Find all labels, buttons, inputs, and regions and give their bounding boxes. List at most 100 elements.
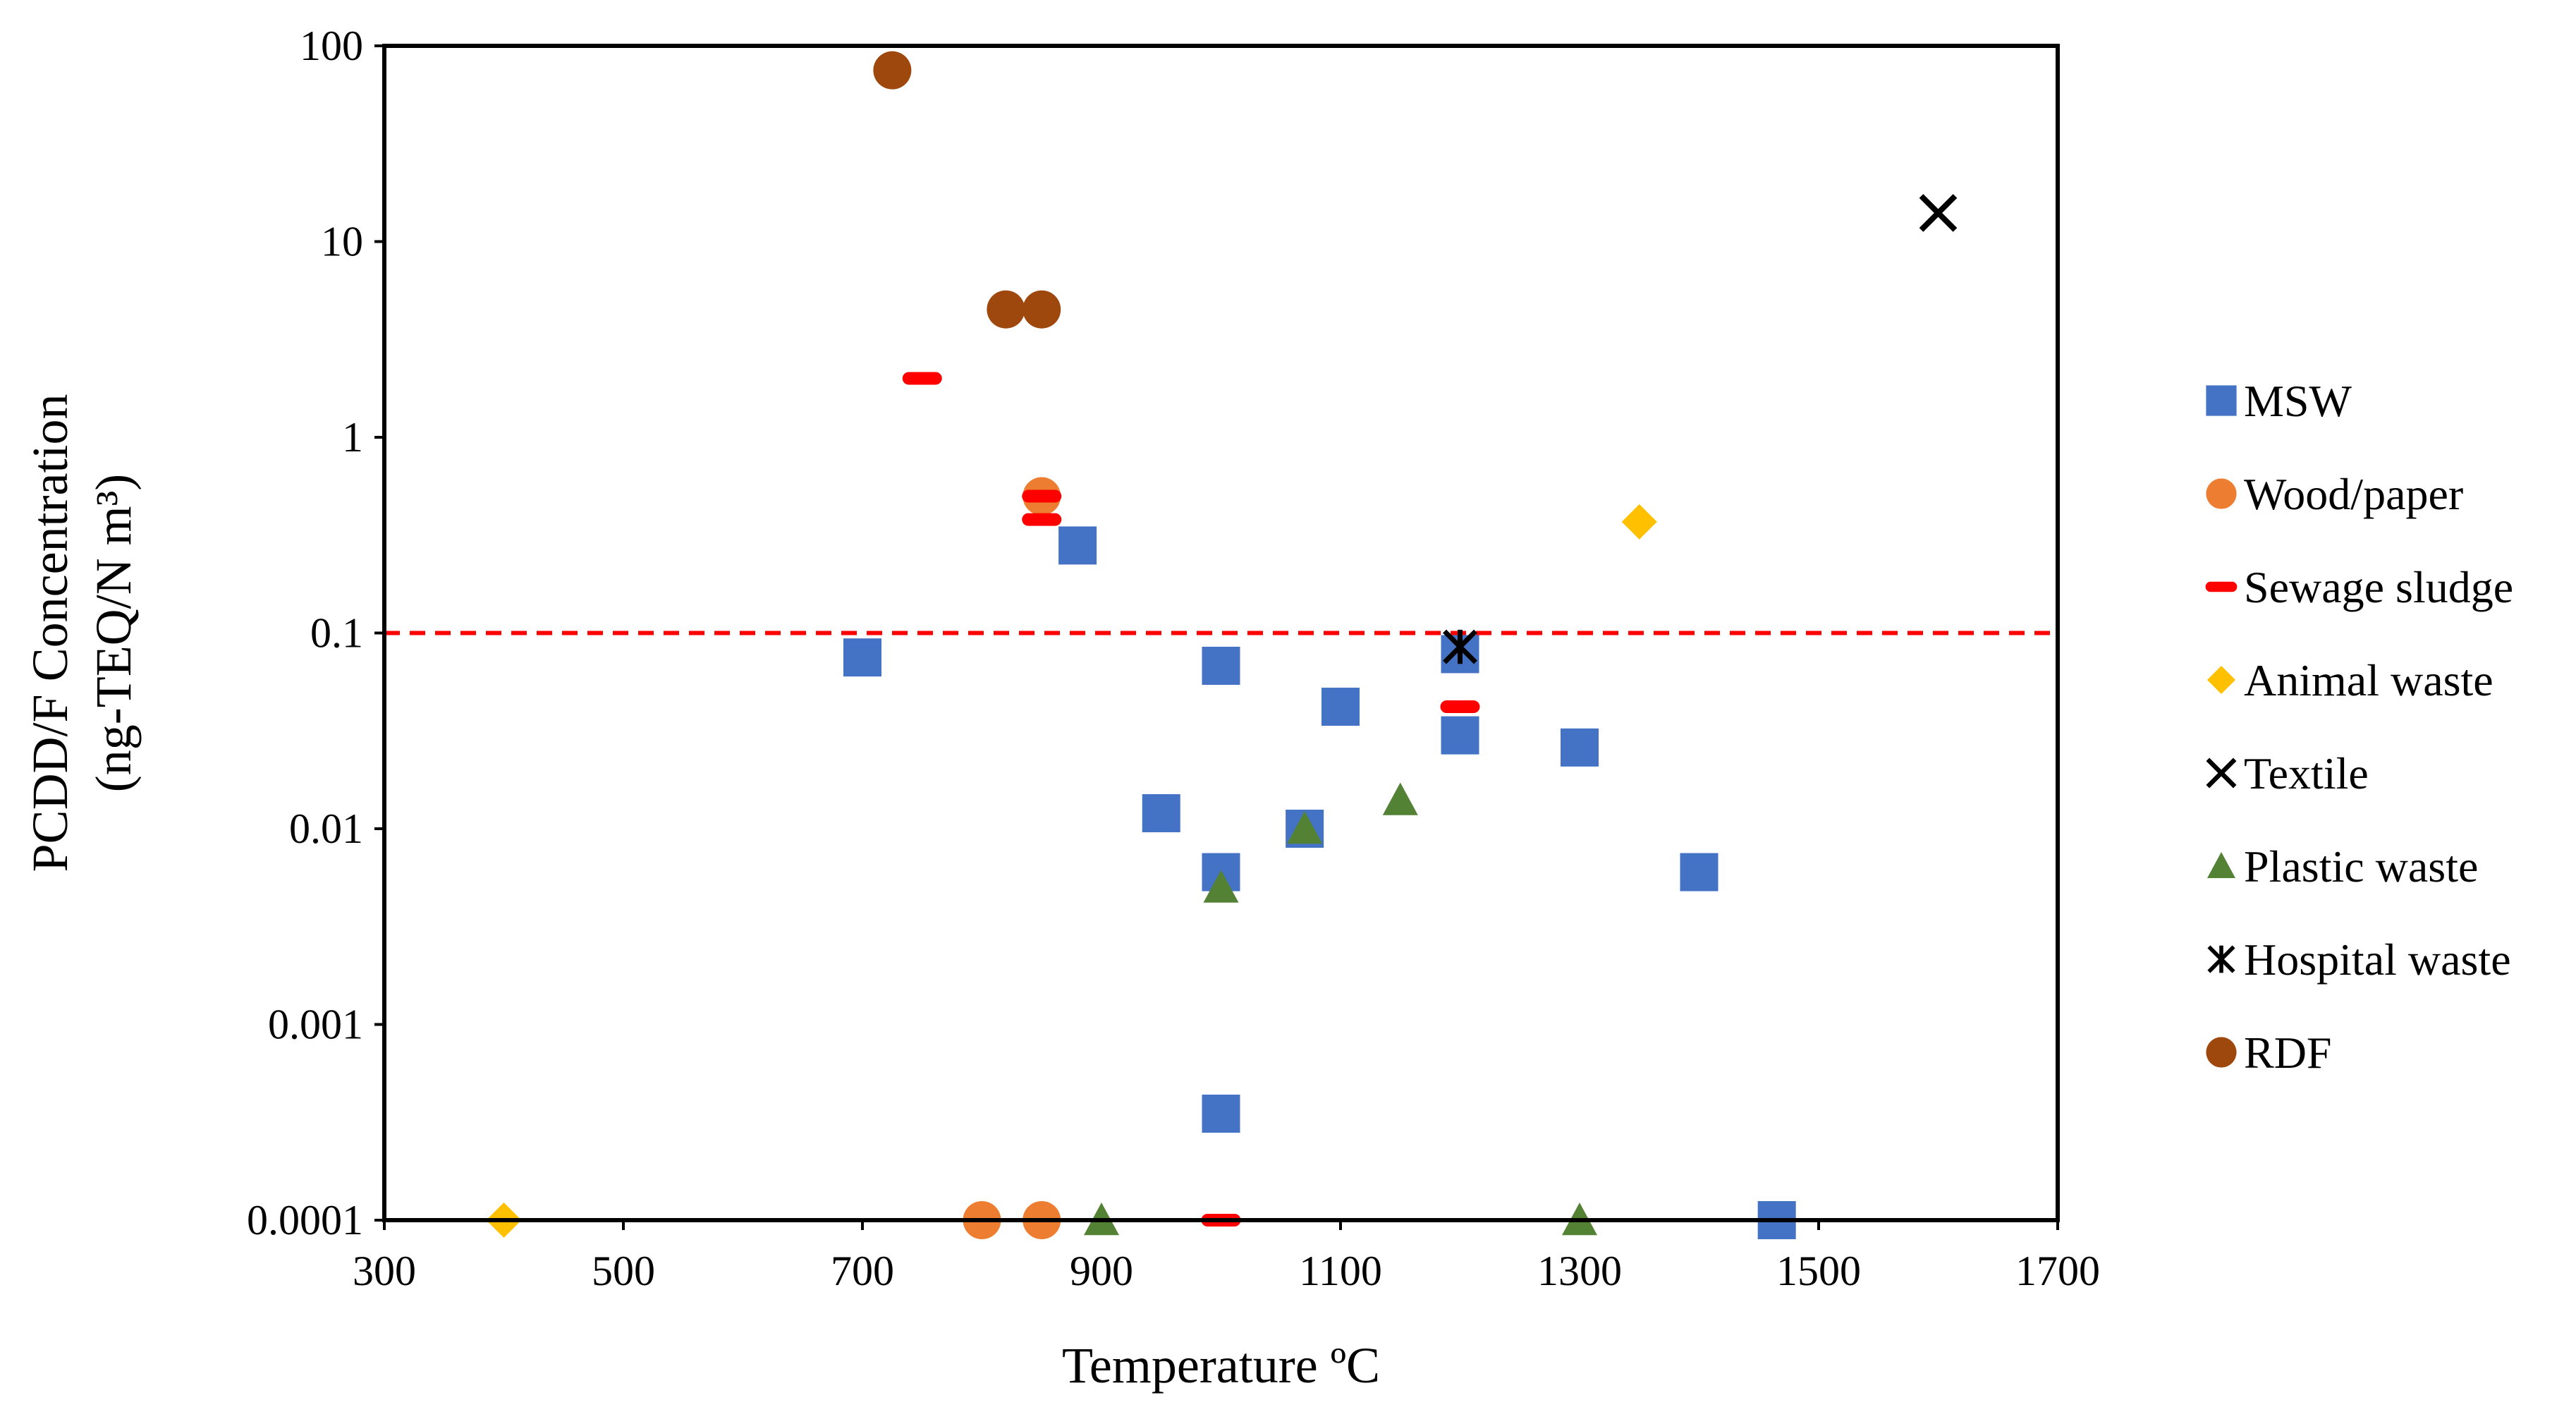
y-tick-label-0: 0.0001 <box>247 1197 363 1243</box>
point-msw-2 <box>1142 794 1180 833</box>
legend-marker-plastic-waste <box>2207 852 2235 878</box>
point-rdf-2 <box>1023 290 1061 329</box>
y-tick-label-6: 100 <box>300 23 363 69</box>
legend-marker-wood-paper-shape <box>2206 478 2237 509</box>
point-msw-7 <box>1321 688 1360 726</box>
point-msw-2-shape <box>1142 794 1180 833</box>
point-sewage-sludge-0 <box>902 372 942 385</box>
point-plastic-waste-2-shape <box>1203 870 1239 903</box>
point-plastic-waste-1 <box>1287 811 1323 844</box>
point-msw-1-shape <box>1058 526 1097 565</box>
legend-marker-plastic-waste-shape <box>2207 852 2235 878</box>
x-tick-label-1300: 1300 <box>1537 1248 1622 1294</box>
legend-marker-msw <box>2206 385 2237 416</box>
point-msw-0-shape <box>843 638 881 677</box>
point-rdf-0-shape <box>873 51 912 90</box>
legend-marker-sewage-sludge <box>2205 581 2238 592</box>
legend-label-hospital-waste: Hospital waste <box>2244 935 2511 985</box>
legend-label-msw: MSW <box>2244 376 2352 426</box>
legend-marker-sewage-sludge-shape <box>2205 581 2238 592</box>
x-tick-label-900: 900 <box>1070 1248 1133 1294</box>
legend-marker-hospital-waste <box>2207 945 2235 973</box>
y-axis-title-line-1: PCDD/F Concentration <box>22 394 78 872</box>
legend-label-rdf: RDF <box>2244 1028 2332 1078</box>
y-tick-label-2: 0.01 <box>289 805 363 852</box>
point-msw-0 <box>843 638 881 677</box>
legend-item-animal-waste: Animal waste <box>2207 655 2493 705</box>
point-msw-11 <box>1680 853 1719 891</box>
x-tick-label-1500: 1500 <box>1776 1248 1861 1294</box>
point-plastic-waste-2 <box>1203 870 1239 903</box>
point-msw-10 <box>1561 728 1599 767</box>
point-sewage-sludge-3 <box>1440 700 1480 714</box>
y-axis-title-line-2: (ng-TEQ/N m³) <box>85 474 142 792</box>
point-msw-3-shape <box>1202 646 1240 685</box>
point-msw-9-shape <box>1441 716 1479 755</box>
legend-marker-msw-shape <box>2206 385 2237 416</box>
point-rdf-0 <box>873 51 912 90</box>
legend-item-rdf: RDF <box>2206 1028 2332 1078</box>
data-points <box>486 51 1958 1239</box>
legend-label-animal-waste: Animal waste <box>2244 655 2493 705</box>
x-tick-label-1700: 1700 <box>2015 1248 2100 1294</box>
x-tick-label-700: 700 <box>831 1248 894 1294</box>
point-sewage-sludge-1 <box>1022 489 1062 503</box>
legend-item-sewage-sludge: Sewage sludge <box>2205 562 2513 612</box>
y-tick-label-4: 1 <box>342 414 363 461</box>
x-tick-label-500: 500 <box>592 1248 655 1294</box>
point-sewage-sludge-1-shape <box>1022 489 1062 503</box>
point-rdf-1-shape <box>987 290 1025 329</box>
point-msw-11-shape <box>1680 853 1719 891</box>
legend-marker-rdf <box>2206 1037 2237 1068</box>
point-sewage-sludge-3-shape <box>1440 700 1480 714</box>
point-textile-0 <box>1919 194 1958 232</box>
point-animal-waste-0 <box>1621 504 1657 540</box>
point-msw-5 <box>1202 1095 1240 1133</box>
legend-label-wood-paper: Wood/paper <box>2244 469 2463 519</box>
y-tick-label-5: 10 <box>321 219 363 265</box>
legend-marker-animal-waste-shape <box>2207 666 2235 694</box>
point-sewage-sludge-0-shape <box>902 372 942 385</box>
y-tick-label-3: 0.1 <box>310 610 363 657</box>
point-msw-3 <box>1202 646 1240 685</box>
legend-item-plastic-waste: Plastic waste <box>2207 841 2478 891</box>
plot-area-frame <box>382 44 2060 1222</box>
legend-marker-rdf-shape <box>2206 1037 2237 1068</box>
legend-label-sewage-sludge: Sewage sludge <box>2244 562 2513 612</box>
legend-label-plastic-waste: Plastic waste <box>2244 841 2478 891</box>
legend-item-wood-paper: Wood/paper <box>2206 469 2463 519</box>
point-msw-7-shape <box>1321 688 1360 726</box>
y-axis-ticks: 0.0001 0.001 0.01 0.1 1 10 100 <box>247 23 384 1243</box>
legend-item-hospital-waste: Hospital waste <box>2207 935 2511 985</box>
point-plastic-waste-0 <box>1382 782 1418 815</box>
point-textile-0-stroke-2 <box>1919 194 1958 232</box>
legend-marker-animal-waste <box>2207 666 2235 694</box>
legend-label-textile: Textile <box>2244 748 2369 798</box>
point-msw-10-shape <box>1561 728 1599 767</box>
x-tick-label-300: 300 <box>353 1248 416 1294</box>
legend-marker-textile <box>2206 757 2237 789</box>
point-msw-1 <box>1058 526 1097 565</box>
point-msw-9 <box>1441 716 1479 755</box>
point-plastic-waste-0-shape <box>1382 782 1418 815</box>
point-hospital-waste-0 <box>1443 629 1477 664</box>
point-rdf-2-shape <box>1023 290 1061 329</box>
legend-marker-textile-stroke-2 <box>2206 757 2237 789</box>
x-axis-ticks: 300 500 700 900 1100 1300 1500 1700 <box>353 1220 2100 1294</box>
legend-item-textile: Textile <box>2206 748 2369 798</box>
legend-item-msw: MSW <box>2206 376 2352 426</box>
point-rdf-1 <box>987 290 1025 329</box>
point-msw-5-shape <box>1202 1095 1240 1133</box>
point-animal-waste-0-shape <box>1621 504 1657 540</box>
legend-marker-wood-paper <box>2206 478 2237 509</box>
x-tick-label-1100: 1100 <box>1299 1248 1382 1294</box>
point-plastic-waste-1-shape <box>1287 811 1323 844</box>
legend: MSW Wood/paper Sewage sludge Animal waste Te… <box>2205 376 2513 1078</box>
y-axis-title: PCDD/F Concentration (ng-TEQ/N m³) <box>22 394 142 872</box>
x-axis-title: Temperature ºC <box>1062 1337 1380 1394</box>
point-sewage-sludge-2 <box>1022 513 1062 526</box>
y-tick-label-1: 0.001 <box>268 1002 363 1048</box>
point-sewage-sludge-2-shape <box>1022 513 1062 526</box>
